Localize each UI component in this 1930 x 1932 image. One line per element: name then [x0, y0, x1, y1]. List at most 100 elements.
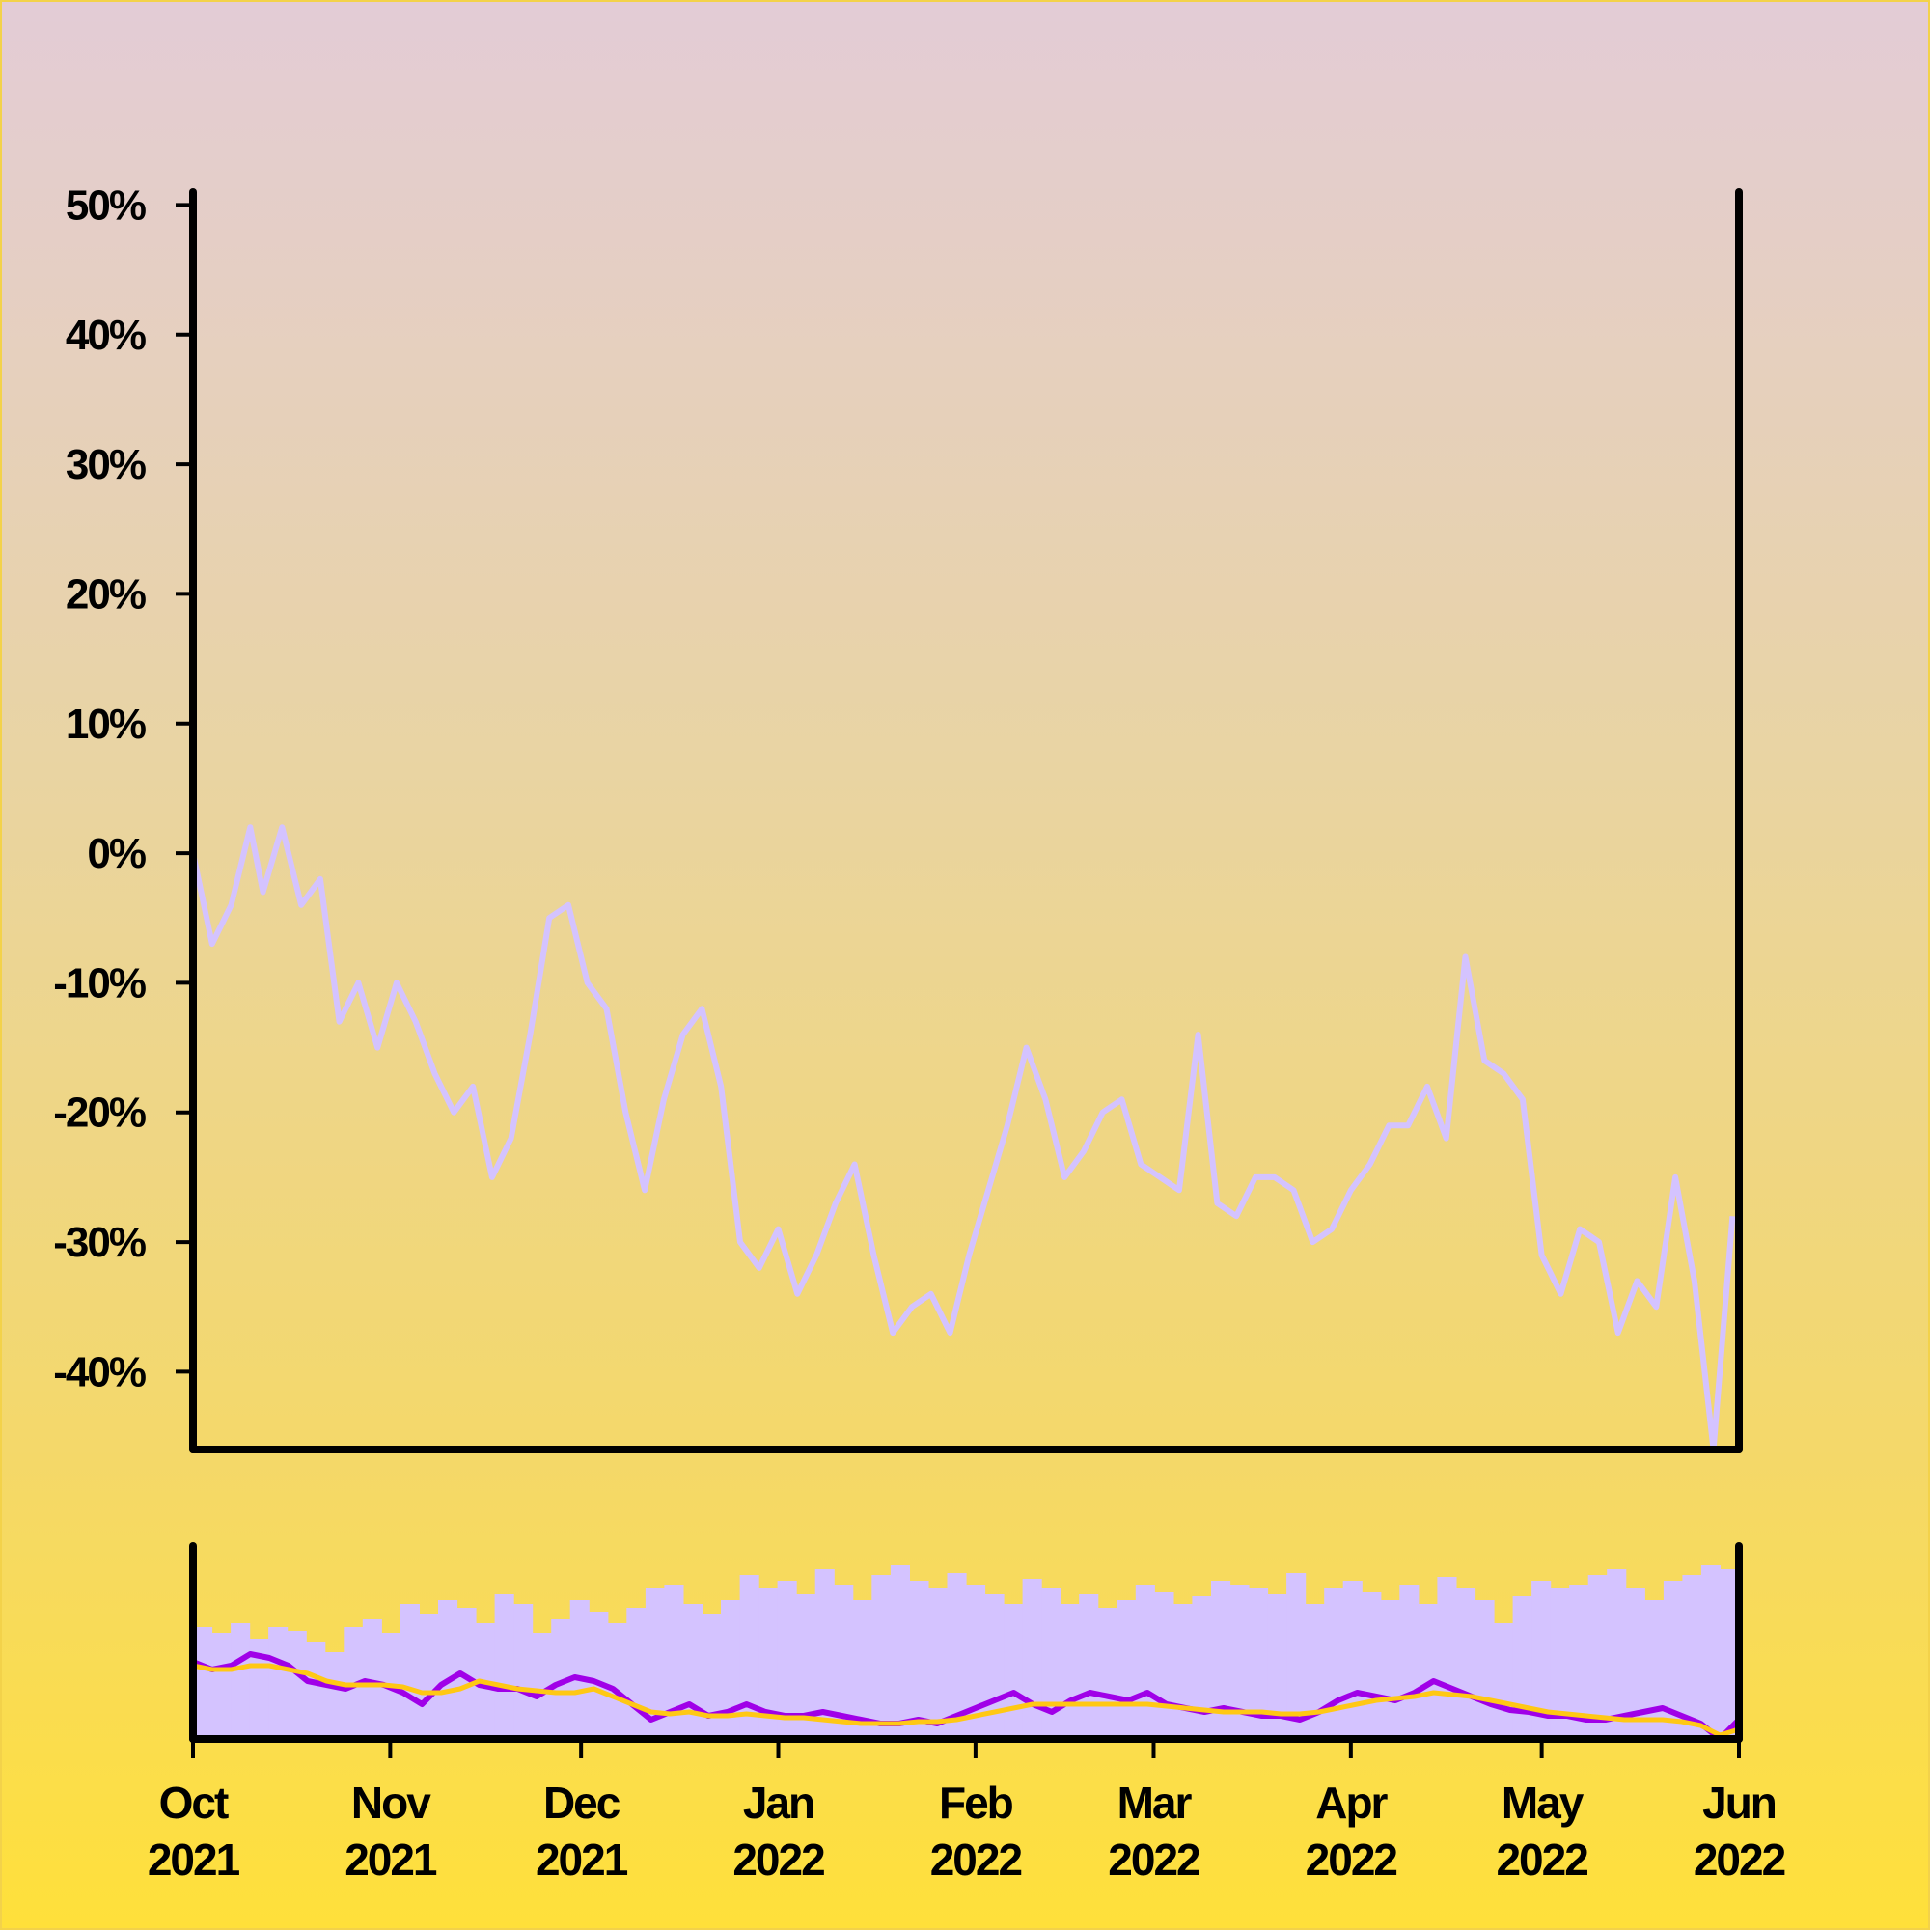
y-tick-label: 30% [66, 441, 146, 488]
volume-bar [1342, 1581, 1363, 1739]
y-tick-label: -40% [53, 1348, 146, 1395]
volume-bar [1475, 1600, 1495, 1739]
volume-bar [456, 1608, 477, 1739]
volume-bar [796, 1594, 816, 1739]
volume-bar [1380, 1600, 1400, 1739]
y-tick-label: 50% [66, 181, 146, 229]
x-tick-label-month: Oct [159, 1778, 229, 1828]
volume-bar [1324, 1588, 1344, 1739]
volume-bar [871, 1575, 892, 1739]
x-tick-label-year: 2022 [930, 1835, 1022, 1885]
volume-bar [1512, 1596, 1532, 1739]
volume-bar [324, 1652, 345, 1739]
volume-bar [927, 1588, 948, 1739]
volume-bar [532, 1633, 552, 1739]
volume-bar [890, 1565, 910, 1739]
volume-bar [1700, 1565, 1721, 1739]
volume-bar [1663, 1581, 1683, 1739]
volume-panel: Oct 2021 Nov 2021 Dec 2021 Jan 2022 Feb 2022 Mar 20… [148, 1542, 1787, 1885]
volume-bar [814, 1569, 835, 1739]
volume-bar [438, 1600, 458, 1739]
x-tick-label-month: Nov [351, 1778, 431, 1828]
volume-bar [1720, 1569, 1740, 1739]
volume-bar [1229, 1585, 1250, 1739]
volume-bar [306, 1642, 326, 1739]
x-tick-label-month: Jan [743, 1778, 813, 1828]
volume-bar [1172, 1604, 1193, 1739]
y-tick-label: -10% [53, 959, 146, 1007]
volume-bar [1192, 1596, 1212, 1739]
volume-bar [1682, 1575, 1702, 1739]
volume-bar [664, 1585, 684, 1739]
x-tick-label-year: 2021 [345, 1835, 437, 1885]
volume-bar [909, 1581, 929, 1739]
volume-bar [702, 1614, 722, 1739]
volume-bar [268, 1627, 289, 1739]
y-tick-label: 20% [66, 570, 146, 618]
x-tick-label-year: 2022 [1694, 1835, 1785, 1885]
volume-bar [683, 1604, 703, 1739]
x-tick-label-year: 2022 [1496, 1835, 1587, 1885]
x-tick-label-month: Mar [1117, 1778, 1193, 1828]
volume-bar [1097, 1608, 1117, 1739]
volume-bar [1060, 1604, 1080, 1739]
x-tick-label-year: 2021 [148, 1835, 240, 1885]
volume-bar [721, 1600, 741, 1739]
y-tick-label: 40% [66, 312, 146, 359]
volume-bar [758, 1588, 779, 1739]
volume-bar [1399, 1585, 1420, 1739]
volume-bar [1154, 1592, 1174, 1739]
volume-bar [569, 1600, 590, 1739]
return-series-line [190, 824, 1736, 1452]
x-tick-label-month: Jun [1702, 1778, 1776, 1828]
volume-bar [1587, 1575, 1608, 1739]
volume-bar [513, 1604, 534, 1739]
volume-bar [1418, 1604, 1438, 1739]
volume-bar [193, 1627, 213, 1739]
volume-bar [1041, 1588, 1062, 1739]
volume-bar [1362, 1592, 1382, 1739]
volume-bar [1494, 1623, 1514, 1739]
y-tick-label: 0% [87, 830, 145, 877]
volume-bar [1286, 1573, 1307, 1739]
y-tick-label: -30% [53, 1219, 146, 1266]
volume-bar [739, 1575, 759, 1739]
volume-bar [1022, 1579, 1042, 1739]
volume-bar [589, 1612, 609, 1739]
volume-bar [1267, 1594, 1287, 1739]
volume-bar [362, 1619, 382, 1739]
volume-bar [287, 1631, 307, 1739]
volume-bar [834, 1585, 854, 1739]
volume-bar [984, 1594, 1005, 1739]
y-tick-label: 10% [66, 701, 146, 748]
x-tick-label-month: May [1502, 1778, 1585, 1828]
x-tick-label-month: Feb [939, 1778, 1013, 1828]
volume-bar [1625, 1588, 1645, 1739]
volume-bar [1550, 1588, 1570, 1739]
volume-bar [645, 1588, 665, 1739]
x-tick-label-year: 2022 [732, 1835, 824, 1885]
x-tick-label-year: 2022 [1108, 1835, 1199, 1885]
x-tick-label-month: Apr [1315, 1778, 1388, 1828]
volume-bar [551, 1619, 571, 1739]
volume-bar [1456, 1588, 1476, 1739]
volume-bar [607, 1623, 627, 1739]
moving-average-line-yellow [192, 1663, 1740, 1738]
volume-bar [1644, 1600, 1665, 1739]
volume-bar [1135, 1585, 1155, 1739]
volume-bar [419, 1614, 439, 1739]
y-tick-label: -20% [53, 1090, 146, 1137]
volume-bar [231, 1623, 251, 1739]
volume-bar [1531, 1581, 1552, 1739]
volume-bar [1569, 1585, 1589, 1739]
volume-bar [1305, 1604, 1325, 1739]
volume-bar [1607, 1569, 1627, 1739]
volume-bar [1211, 1581, 1231, 1739]
volume-bar [626, 1608, 647, 1739]
x-tick-label-month: Dec [543, 1778, 620, 1828]
volume-bar [966, 1585, 986, 1739]
volume-bar [211, 1633, 232, 1739]
volume-bar [1117, 1600, 1137, 1739]
